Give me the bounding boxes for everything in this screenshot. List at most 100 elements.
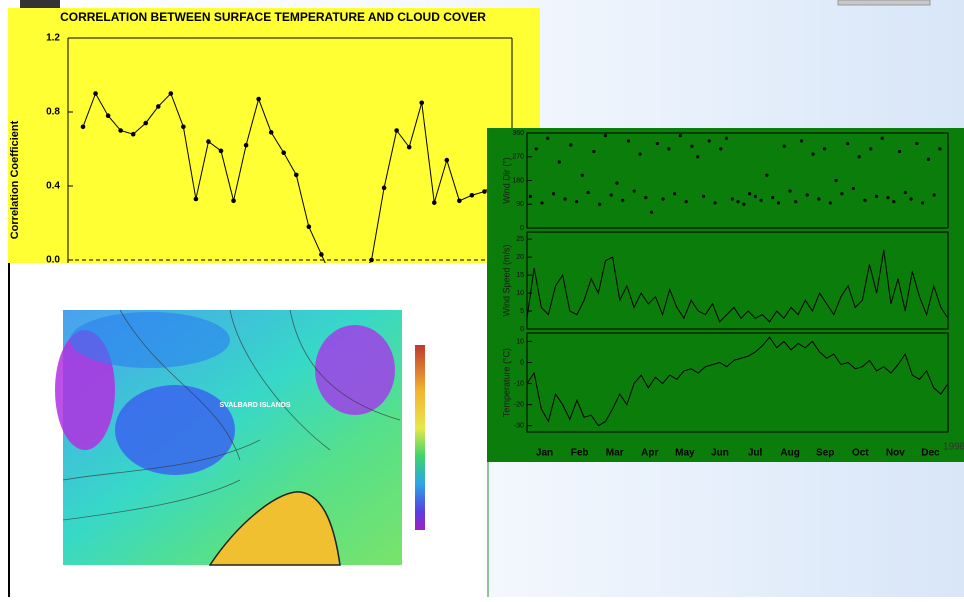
point — [406, 144, 412, 150]
plot-frame — [526, 231, 949, 330]
y-axis-label: Correlation Coefficient — [9, 120, 21, 239]
map-region — [315, 325, 395, 415]
point — [655, 141, 659, 146]
x-tick-label: May — [675, 448, 695, 459]
y-tick-label: 0 — [520, 326, 524, 333]
point — [93, 91, 98, 96]
point — [753, 194, 757, 198]
point — [644, 196, 648, 200]
y-tick-label: 10 — [516, 338, 524, 345]
point — [143, 120, 149, 126]
annotation: 1998 — [943, 442, 964, 453]
point — [673, 192, 677, 196]
point — [707, 139, 711, 143]
point — [218, 148, 224, 154]
point — [782, 144, 786, 148]
point — [155, 104, 161, 109]
point — [419, 100, 425, 106]
point — [828, 201, 832, 205]
point — [256, 96, 261, 102]
plot-frame — [526, 332, 949, 433]
point — [926, 157, 930, 161]
point — [281, 150, 287, 155]
x-tick-label: Jan — [536, 448, 553, 459]
point — [903, 190, 907, 194]
point — [921, 201, 925, 205]
point — [231, 198, 236, 204]
point — [528, 194, 533, 198]
x-tick-label: Nov — [886, 448, 905, 459]
point — [193, 196, 199, 202]
map-region — [115, 385, 235, 475]
point — [615, 181, 619, 185]
point — [667, 147, 671, 151]
point — [181, 124, 186, 130]
point — [118, 128, 123, 133]
y-tick-label: -20 — [514, 401, 524, 408]
point — [799, 139, 804, 143]
point — [551, 192, 556, 196]
thumbnail — [20, 0, 60, 10]
point — [574, 200, 579, 204]
y-tick-label: 5 — [520, 308, 524, 315]
y-tick-label: 180 — [512, 177, 524, 184]
point — [822, 147, 827, 151]
chart-title: CORRELATION BETWEEN SURFACE TEMPERATURE … — [60, 10, 486, 24]
point — [874, 194, 879, 198]
point — [765, 173, 769, 177]
panel-bg — [487, 128, 964, 462]
line — [526, 249, 949, 323]
y-tick-label: 10 — [516, 290, 524, 297]
y-tick-label: 25 — [516, 236, 524, 243]
y-axis-label: Wind Speed (m/s) — [501, 244, 511, 316]
y-tick-label: 15 — [516, 272, 524, 279]
point — [557, 160, 561, 164]
point — [736, 200, 740, 204]
point — [592, 149, 596, 154]
point — [621, 198, 625, 202]
y-tick-label: 0.0 — [46, 255, 60, 266]
point — [444, 157, 450, 163]
point — [851, 186, 856, 191]
y-tick-label: 360 — [512, 130, 524, 137]
y-tick-label: 0 — [520, 359, 524, 366]
point — [742, 202, 746, 206]
point — [817, 197, 821, 201]
point — [569, 143, 573, 147]
point — [105, 113, 111, 118]
point — [684, 200, 688, 204]
point — [268, 130, 274, 135]
point — [880, 136, 884, 140]
point — [206, 139, 211, 144]
point — [563, 197, 567, 201]
x-tick-label: Jun — [711, 448, 729, 459]
point — [840, 192, 844, 196]
map-panel: SVALBARD ISLANDS — [8, 263, 489, 597]
point — [915, 141, 919, 146]
x-tick-label: Feb — [571, 448, 589, 459]
point — [932, 193, 936, 197]
x-tick-label: Dec — [921, 448, 940, 459]
y-axis-label: Temperature (°C) — [501, 348, 511, 417]
point — [534, 147, 538, 151]
x-tick-label: Apr — [641, 448, 658, 459]
point — [482, 189, 487, 194]
point — [701, 194, 706, 198]
point — [730, 197, 734, 201]
point — [678, 134, 683, 138]
point — [863, 198, 867, 202]
thumbnail — [837, 0, 931, 6]
y-tick-label: 1.2 — [46, 33, 60, 44]
point — [632, 189, 636, 193]
point — [469, 192, 475, 198]
point — [805, 193, 809, 197]
contour — [62, 309, 401, 521]
x-tick-label: Mar — [606, 448, 624, 459]
y-tick-label: 0.4 — [46, 181, 60, 192]
point — [846, 141, 850, 146]
colorbar — [415, 345, 425, 530]
point — [892, 200, 896, 204]
point — [243, 143, 249, 148]
weather-panel: Wind Dir (°) 0 90 180 270 360 Wind Speed (m/s)… — [487, 128, 964, 462]
